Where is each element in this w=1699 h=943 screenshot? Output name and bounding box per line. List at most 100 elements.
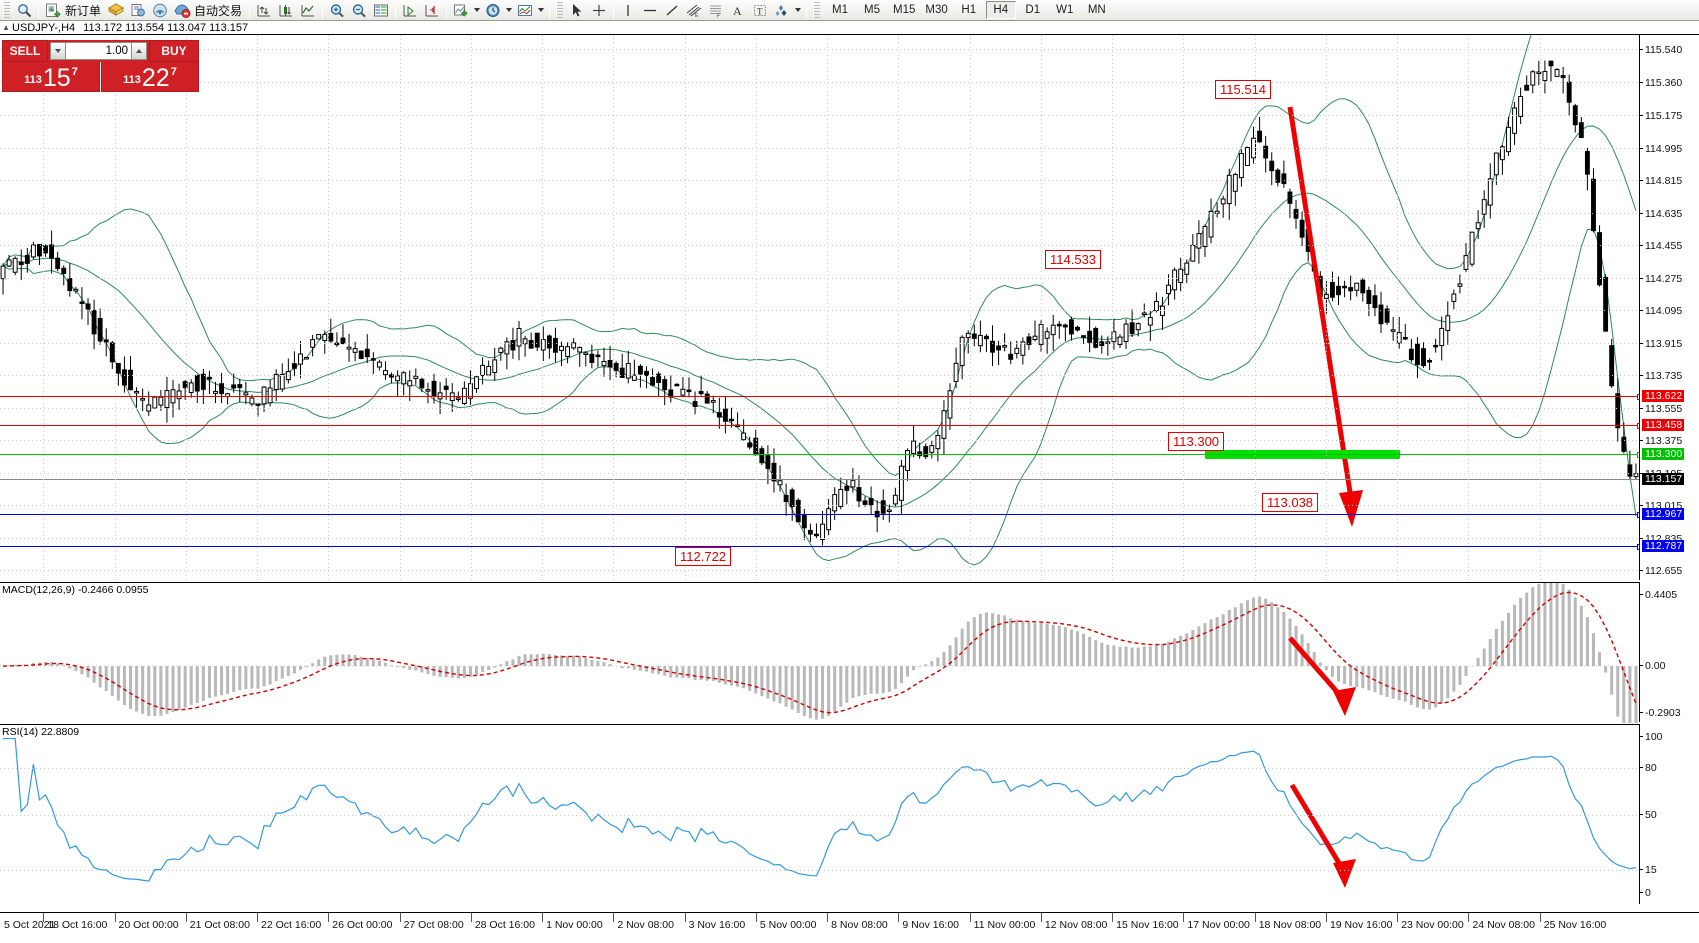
signal-icon[interactable] <box>149 1 171 20</box>
add-indicator-chevron-down-icon[interactable] <box>472 1 482 20</box>
level-line-support[interactable] <box>0 451 1643 458</box>
sell-price-sup: 7 <box>71 66 78 78</box>
sell-button[interactable]: SELL <box>2 40 48 62</box>
trendline-icon[interactable] <box>661 1 683 20</box>
auto-scroll-icon[interactable] <box>421 1 443 20</box>
fibonacci-icon[interactable]: F <box>705 1 727 20</box>
price-tag-resistance[interactable]: 113.458 <box>1642 419 1685 432</box>
time-separator <box>613 913 615 922</box>
one-click-trading-panel[interactable]: SELL 1.00 BUY 113 15 7 113 22 7 <box>2 40 199 92</box>
level-line-resistance[interactable] <box>0 423 1643 430</box>
macd-tick: 0.00 <box>1640 660 1699 672</box>
rsi-axis[interactable]: 100 80 50 15 0 <box>1639 724 1699 904</box>
time-separator <box>257 913 259 922</box>
time-separator <box>755 913 757 922</box>
price-tick: 114.455 <box>1640 240 1699 252</box>
candlestick-chart-icon[interactable] <box>275 1 297 20</box>
chart-shift-icon[interactable] <box>399 1 421 20</box>
new-order-icon[interactable] <box>42 1 64 20</box>
rsi-tick: 100 <box>1640 731 1699 743</box>
chart-annotation[interactable]: 113.038 <box>1262 493 1319 512</box>
horizontal-line-icon[interactable] <box>639 1 661 20</box>
wallet-icon[interactable] <box>105 1 127 20</box>
level-line-resistance[interactable] <box>0 393 1643 400</box>
timeframe-button-h1[interactable]: H1 <box>961 4 977 16</box>
macd-axis[interactable]: 0.4405 0.00 -0.2903 <box>1639 582 1699 722</box>
timeframe-button-m5[interactable]: M5 <box>864 4 881 16</box>
zoom-bars-icon[interactable] <box>253 1 275 20</box>
add-indicator-icon[interactable] <box>450 1 472 20</box>
shapes-icon[interactable] <box>771 1 793 20</box>
chart-annotation[interactable]: 115.514 <box>1215 80 1272 99</box>
time-separator <box>1183 913 1185 922</box>
time-axis[interactable]: 5 Oct 2021 18 Oct 16:00 20 Oct 00:00 21 Oct… <box>0 912 1699 943</box>
timeframe-button-d1[interactable]: D1 <box>1025 4 1041 16</box>
volume-decrease-button[interactable] <box>50 42 66 60</box>
sell-price-display[interactable]: 113 15 7 <box>2 62 100 92</box>
price-chart-canvas <box>0 35 1639 566</box>
level-line-target[interactable] <box>0 511 1643 518</box>
autotrading-icon[interactable] <box>171 1 193 20</box>
level-line-last-price[interactable] <box>0 479 1639 481</box>
rsi-grid-line <box>0 869 1639 871</box>
timeframe-button-m1[interactable]: M1 <box>832 4 849 16</box>
zoom-in-icon[interactable] <box>326 1 348 20</box>
timeframe-button-mn[interactable]: MN <box>1087 4 1106 16</box>
chart-area[interactable]: MACD(12,26,9) -0.2466 0.0955 RSI(14) 22.… <box>0 35 1699 943</box>
grid-vline <box>1254 35 1256 580</box>
price-tick: 112.655 <box>1640 565 1699 577</box>
price-tag-resistance[interactable]: 113.622 <box>1642 389 1685 402</box>
toolbar-grip-2[interactable] <box>556 1 564 19</box>
templates-icon[interactable] <box>514 1 536 20</box>
autotrading-label[interactable]: 自动交易 <box>194 3 243 18</box>
cursor-icon[interactable] <box>566 1 588 20</box>
magnifier-icon[interactable] <box>13 1 35 20</box>
grid-line <box>0 505 1639 507</box>
price-tag-last-price[interactable]: 113.157 <box>1642 473 1685 486</box>
rsi-label: RSI(14) 22.8809 <box>2 726 80 738</box>
toolbar-grip-3[interactable] <box>813 1 821 19</box>
volume-increase-button[interactable] <box>131 42 147 60</box>
time-label: 22 Oct 16:00 <box>261 919 322 931</box>
macd-pane[interactable]: MACD(12,26,9) -0.2466 0.0955 <box>0 582 1639 723</box>
timeframe-button-m30[interactable]: M30 <box>925 4 948 16</box>
history-icon[interactable] <box>127 1 149 20</box>
templates-chevron-down-icon[interactable] <box>536 1 546 20</box>
new-order-label[interactable]: 新订单 <box>65 3 102 18</box>
buy-price-display[interactable]: 113 22 7 <box>101 62 199 92</box>
line-chart-icon[interactable] <box>297 1 319 20</box>
shapes-chevron-down-icon[interactable] <box>793 1 803 20</box>
rsi-pane[interactable]: RSI(14) 22.8809 <box>0 724 1639 904</box>
text-label-icon[interactable]: T <box>749 1 771 20</box>
price-tag-target[interactable]: 112.967 <box>1642 507 1685 520</box>
periodicity-chevron-down-icon[interactable] <box>504 1 514 20</box>
price-tag-target[interactable]: 112.787 <box>1642 540 1685 553</box>
volume-stepper[interactable]: 1.00 <box>48 40 149 62</box>
level-line-target[interactable] <box>0 544 1643 551</box>
rsi-tick: 50 <box>1640 809 1699 821</box>
zoom-out-icon[interactable] <box>348 1 370 20</box>
chart-annotation[interactable]: 112.722 <box>675 547 732 566</box>
data-window-icon[interactable] <box>370 1 392 20</box>
toolbar-grip[interactable] <box>3 1 10 19</box>
volume-input[interactable]: 1.00 <box>66 42 131 60</box>
time-separator <box>114 913 116 922</box>
chart-annotation[interactable]: 114.533 <box>1045 250 1102 269</box>
chart-annotation[interactable]: 113.300 <box>1168 432 1225 451</box>
time-separator <box>684 913 686 922</box>
main-price-pane[interactable] <box>0 35 1643 580</box>
buy-button[interactable]: BUY <box>149 40 199 62</box>
grid-vline <box>1468 35 1470 580</box>
vertical-line-icon[interactable] <box>617 1 639 20</box>
timeframe-button-h4[interactable]: H4 <box>985 1 1016 19</box>
timeframe-button-m15[interactable]: M15 <box>893 4 916 16</box>
periodicity-clock-icon[interactable] <box>482 1 504 20</box>
price-axis[interactable]: 115.540 115.360 115.175 114.995 114.815 114.6… <box>1639 35 1699 580</box>
price-tag-support[interactable]: 113.300 <box>1642 447 1685 460</box>
timeframe-button-w1[interactable]: W1 <box>1056 4 1074 16</box>
equidistant-channel-icon[interactable]: E <box>683 1 705 20</box>
macd-tick: -0.2903 <box>1640 707 1699 719</box>
crosshair-icon[interactable] <box>588 1 610 20</box>
time-label: 18 Nov 08:00 <box>1258 919 1322 931</box>
text-icon[interactable]: A <box>727 1 749 20</box>
